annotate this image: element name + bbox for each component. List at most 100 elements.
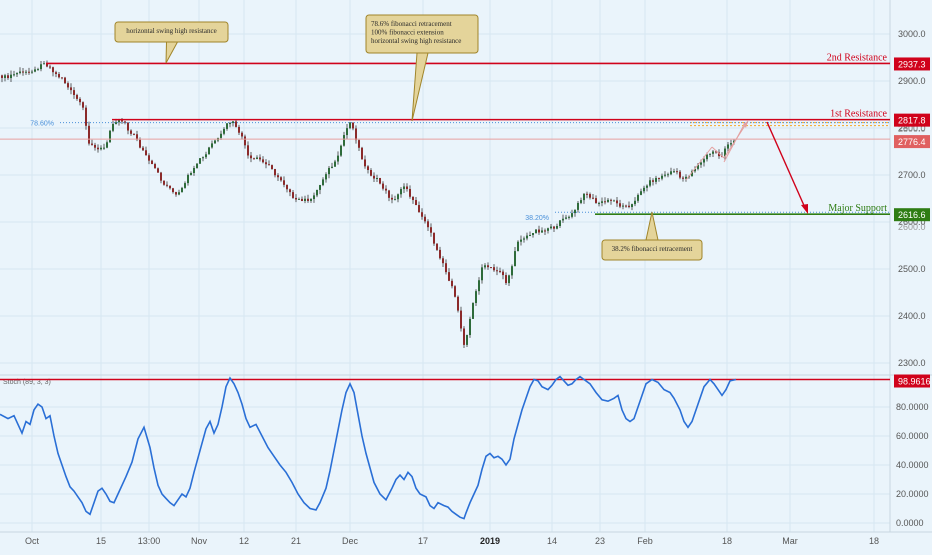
candle-body: [112, 123, 114, 131]
candle-body: [565, 217, 567, 219]
arrow-head: [743, 121, 748, 128]
candle-body: [295, 197, 297, 200]
candle-body: [454, 286, 456, 297]
candle-body: [337, 155, 339, 162]
candle-body: [400, 189, 402, 195]
candle-body: [367, 166, 369, 170]
time-tick-label: 21: [291, 536, 301, 546]
candle-body: [310, 199, 312, 201]
candle-body: [469, 318, 471, 336]
candle-body: [646, 185, 648, 188]
candle-body: [208, 147, 210, 155]
candle-body: [694, 168, 696, 172]
candle-body: [82, 102, 84, 108]
time-tick-label: Feb: [637, 536, 653, 546]
candle-body: [712, 151, 714, 154]
candle-body: [484, 265, 486, 268]
candle-body: [13, 74, 15, 76]
time-tick-label: 12: [239, 536, 249, 546]
callout-box: [114, 21, 229, 43]
candle-body: [556, 226, 558, 229]
candle-body: [610, 199, 612, 201]
candle-body: [298, 198, 300, 200]
candle-body: [49, 66, 51, 68]
price-tick-label: 2900.0: [898, 76, 926, 86]
candle-body: [322, 179, 324, 186]
candle-body: [250, 155, 252, 159]
candle-body: [235, 121, 237, 127]
candle-body: [700, 162, 702, 165]
candle-body: [544, 230, 546, 232]
candle-body: [88, 125, 90, 144]
candle-body: [430, 227, 432, 233]
candle-body: [580, 200, 582, 203]
candle-body: [445, 263, 447, 273]
candle-body: [148, 155, 150, 161]
candle-body: [703, 159, 705, 163]
candle-body: [496, 270, 498, 272]
candle-body: [376, 178, 378, 180]
price-tick-label: 2400.0: [898, 311, 926, 321]
candle-body: [10, 74, 12, 79]
candle-body: [415, 200, 417, 206]
callout-text: horizontal swing high resistance: [371, 37, 461, 45]
candle-body: [313, 195, 315, 200]
candle-body: [724, 148, 726, 157]
candle-body: [259, 157, 261, 160]
candle-body: [628, 205, 630, 208]
candle-body: [673, 171, 675, 173]
candle-body: [466, 335, 468, 345]
candle-body: [319, 185, 321, 190]
candle-body: [136, 134, 138, 140]
swing-projection-arrow: [685, 146, 713, 181]
candle-body: [280, 177, 282, 181]
candle-body: [637, 194, 639, 201]
candle-body: [403, 186, 405, 190]
time-tick-label: 13:00: [138, 536, 161, 546]
callout-text: 78.6% fibonacci retracement: [371, 20, 452, 28]
price-tag-text: 2937.3: [898, 59, 926, 69]
candle-body: [442, 258, 444, 264]
candle-body: [439, 249, 441, 259]
candle-body: [370, 169, 372, 176]
candle-body: [190, 172, 192, 175]
callout-fib-382: 38.2% fibonacci retracement: [601, 211, 703, 261]
candle-body: [571, 213, 573, 217]
price-tick-label: 2800.0: [898, 124, 926, 134]
time-tick-label: Oct: [25, 536, 40, 546]
candle-body: [382, 183, 384, 189]
candle-body: [19, 71, 21, 74]
candle-body: [31, 71, 33, 73]
stoch-tick-label: 0.0000: [896, 518, 924, 528]
candle-body: [115, 122, 117, 124]
candle-body: [361, 147, 363, 160]
candles: [1, 60, 735, 349]
candle-body: [247, 145, 249, 156]
candle-body: [343, 135, 345, 146]
candle-body: [142, 147, 144, 151]
candle-body: [643, 187, 645, 192]
candle-body: [358, 140, 360, 148]
price-tag-bg: [894, 113, 930, 127]
candle-body: [640, 191, 642, 195]
candle-body: [433, 232, 435, 244]
time-tick-label: 18: [722, 536, 732, 546]
candle-body: [67, 83, 69, 88]
candle-body: [532, 233, 534, 236]
time-tick-label: 17: [418, 536, 428, 546]
candle-body: [538, 229, 540, 233]
candle-body: [277, 175, 279, 178]
time-tick-label: 15: [96, 536, 106, 546]
arrow-head: [801, 204, 808, 214]
candle-body: [184, 183, 186, 188]
candle-body: [223, 128, 225, 134]
candle-body: [679, 171, 681, 178]
candle-body: [133, 133, 135, 135]
candle-body: [598, 202, 600, 204]
candle-body: [586, 193, 588, 195]
price-tick-label: 2600.0: [898, 217, 926, 227]
